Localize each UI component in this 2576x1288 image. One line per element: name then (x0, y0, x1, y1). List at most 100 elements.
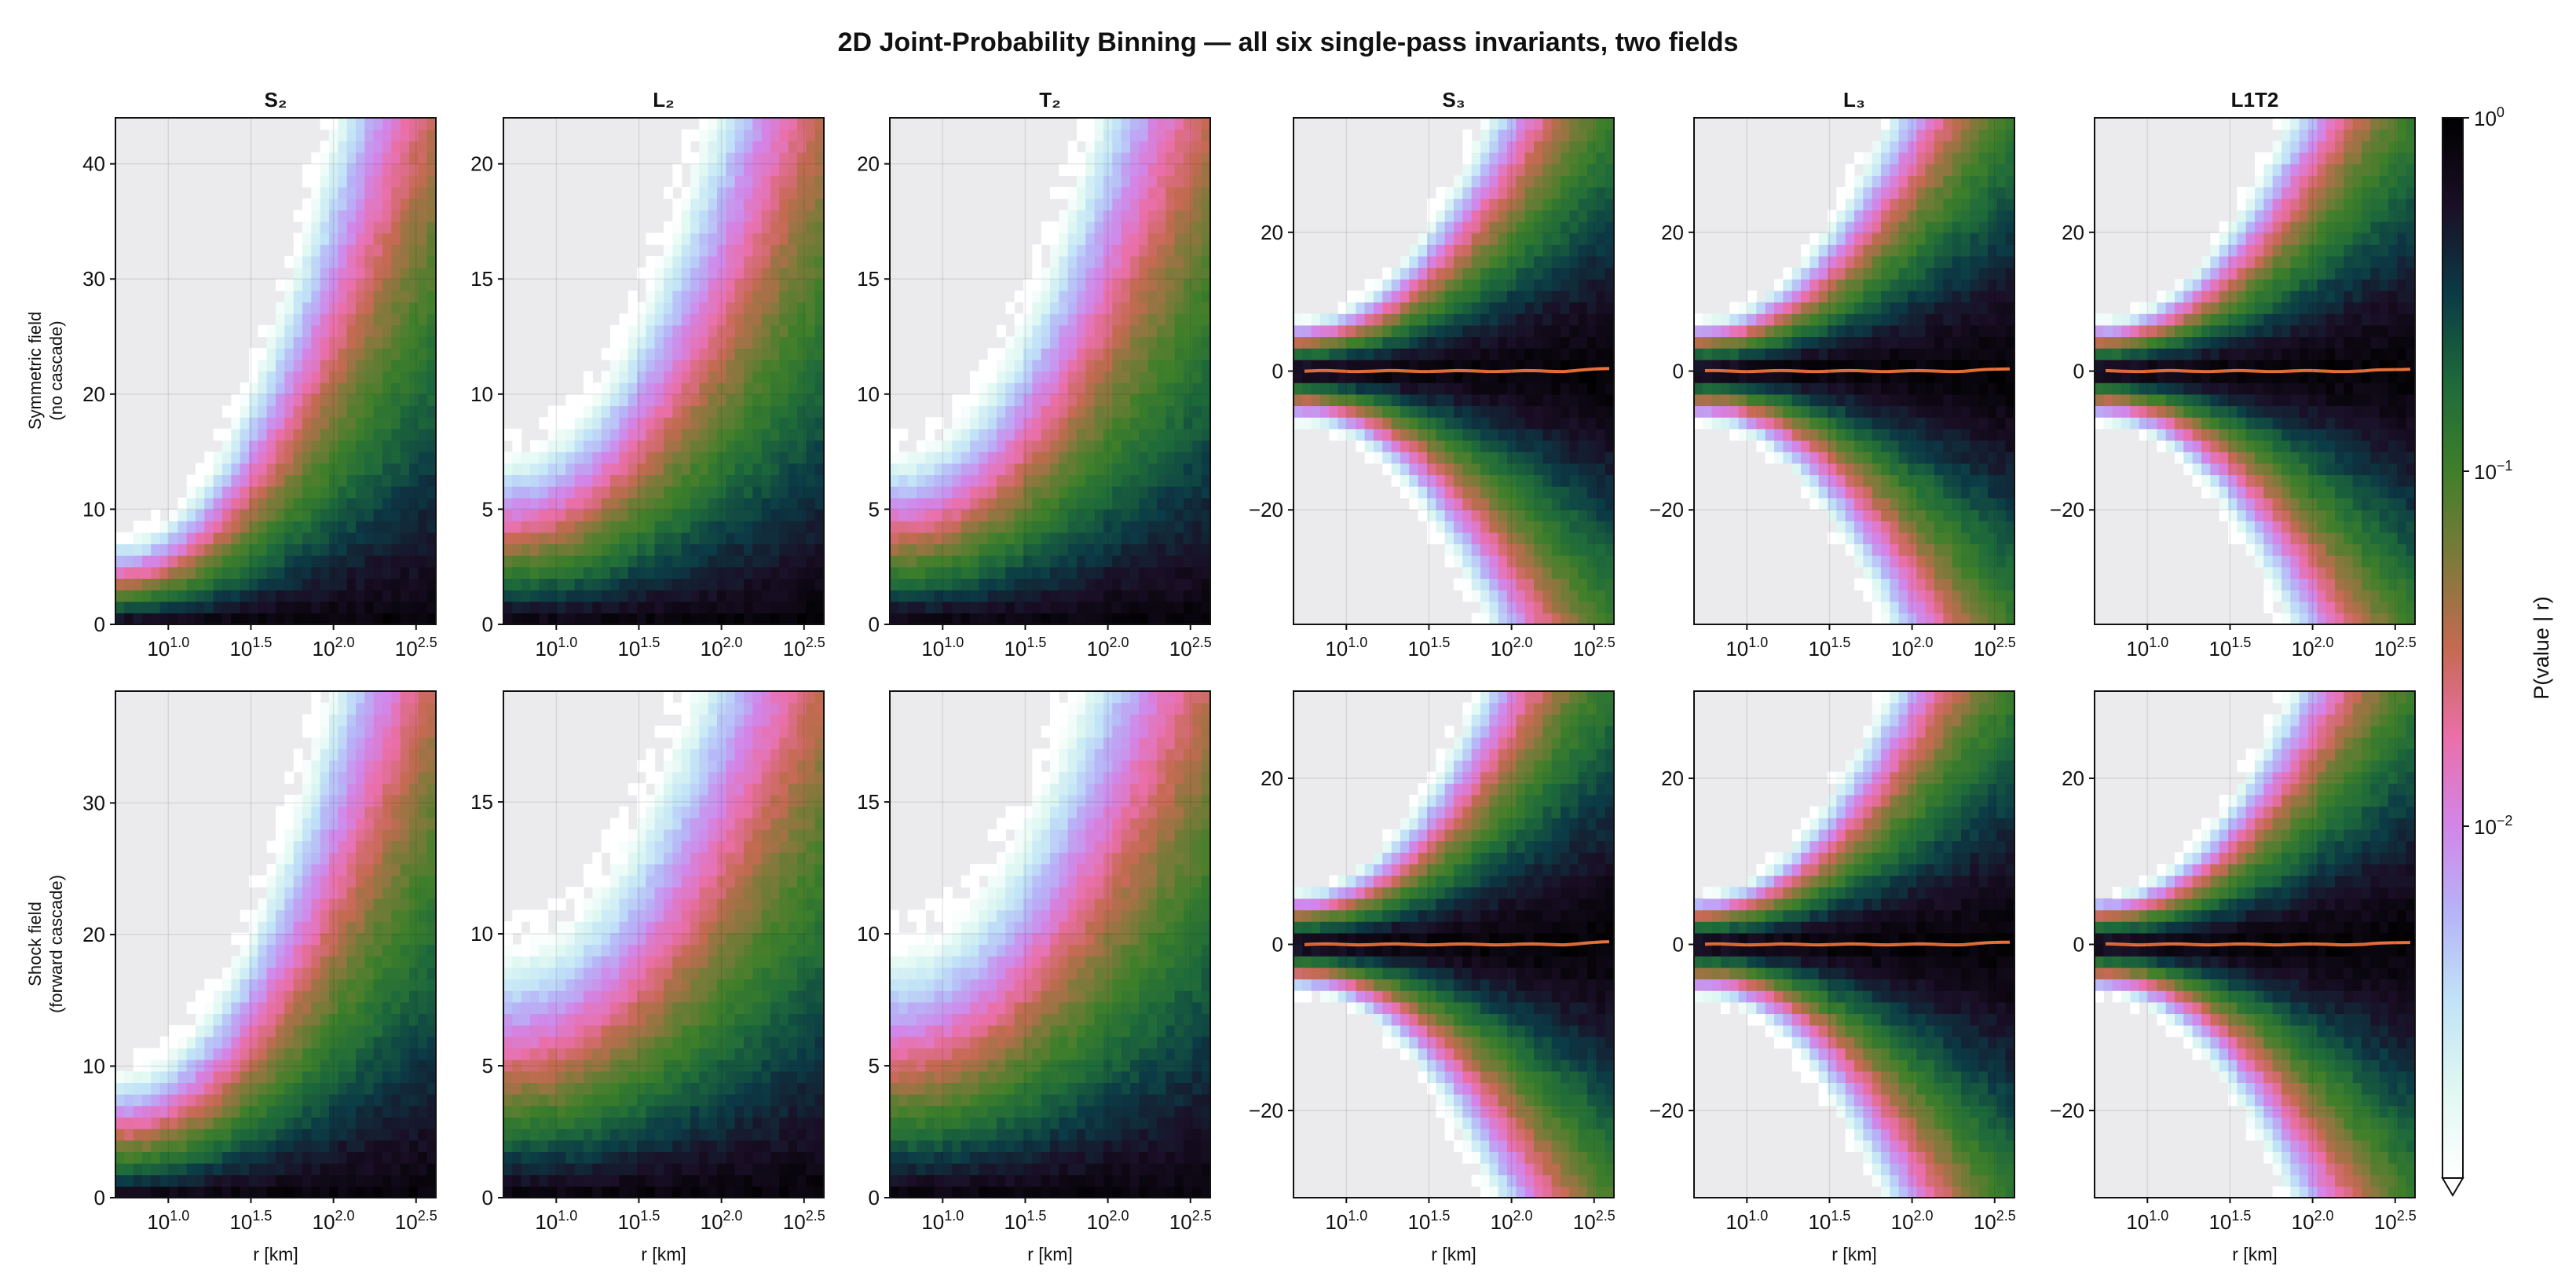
heatmap-cell (329, 521, 338, 533)
heatmap-cell (1444, 198, 1454, 210)
heatmap-cell (770, 578, 780, 591)
heatmap-cell (1041, 452, 1051, 464)
heatmap-cell (222, 452, 232, 464)
heatmap-cell (1596, 566, 1606, 579)
heatmap-cell (1356, 290, 1366, 303)
heatmap-cell (222, 578, 232, 591)
heatmap-cell (1147, 521, 1158, 533)
heatmap-cell (1863, 532, 1873, 544)
heatmap-cell (1157, 118, 1166, 130)
heatmap-cell (797, 566, 807, 579)
heatmap-cell (266, 417, 276, 430)
heatmap-cell (293, 279, 303, 291)
heatmap-cell (231, 555, 241, 568)
heatmap-cell (512, 463, 522, 476)
heatmap-cell (1863, 566, 1873, 579)
heatmap-cell (1561, 244, 1570, 257)
heatmap-cell (917, 452, 926, 464)
heatmap-cell (503, 509, 513, 521)
heatmap-cell (293, 267, 303, 280)
heatmap-cell (409, 141, 419, 153)
heatmap-cell (997, 348, 1006, 360)
heatmap-cell (530, 601, 540, 613)
heatmap-cell (1578, 440, 1588, 452)
heatmap-cell (1067, 348, 1078, 360)
heatmap-cell (1462, 221, 1473, 234)
heatmap-cell (364, 163, 375, 176)
heatmap-cell (898, 463, 909, 476)
heatmap-cell (1077, 521, 1086, 533)
heatmap-cell (1130, 509, 1140, 521)
heatmap-cell (1374, 417, 1383, 430)
heatmap-cell (1050, 359, 1059, 372)
heatmap-cell (1516, 532, 1526, 544)
heatmap-cell (1192, 497, 1202, 510)
heatmap-cell (1121, 521, 1131, 533)
heatmap-cell (1347, 313, 1356, 326)
heatmap-cell (311, 313, 321, 326)
heatmap-cell (1524, 509, 1535, 521)
heatmap-cell (1694, 371, 1703, 383)
heatmap-cell (1480, 474, 1490, 487)
heatmap-cell (1863, 324, 1873, 338)
heatmap-cell (797, 336, 807, 349)
heatmap-cell (320, 141, 330, 153)
heatmap-cell (382, 118, 392, 130)
heatmap-cell (1596, 302, 1606, 314)
heatmap-cell (592, 382, 602, 395)
heatmap-cell (302, 543, 312, 556)
heatmap-cell (1165, 279, 1176, 291)
heatmap-cell (409, 267, 419, 280)
heatmap-cell (1364, 348, 1374, 360)
heatmap-cell (1364, 290, 1374, 303)
heatmap-cell (1471, 221, 1481, 234)
heatmap-cell (1032, 566, 1042, 579)
heatmap-cell (1067, 232, 1078, 245)
heatmap-cell (997, 590, 1006, 602)
heatmap-cell (1032, 371, 1042, 383)
heatmap-cell (311, 175, 321, 188)
heatmap-cell (628, 371, 638, 383)
heatmap-cell (672, 267, 682, 280)
heatmap-cell (346, 336, 357, 349)
heatmap-cell (779, 486, 789, 499)
heatmap-cell (1507, 267, 1517, 280)
heatmap-cell (503, 601, 513, 613)
heatmap-cell (409, 509, 419, 521)
heatmap-cell (788, 186, 798, 199)
heatmap-cell (1418, 428, 1428, 441)
heatmap-cell (426, 566, 436, 579)
heatmap-cell (293, 302, 303, 314)
heatmap-cell (302, 417, 312, 430)
heatmap-cell (311, 302, 321, 314)
heatmap-cell (1184, 348, 1193, 360)
heatmap-cell (258, 371, 268, 383)
heatmap-cell (1059, 452, 1069, 464)
heatmap-cell (806, 371, 816, 383)
heatmap-cell (557, 578, 566, 591)
heatmap-cell (1454, 440, 1463, 452)
heatmap-cell (1578, 163, 1588, 176)
heatmap-cell (1391, 302, 1401, 314)
heatmap-cell (1103, 393, 1113, 407)
heatmap-cell (770, 590, 780, 602)
heatmap-cell (1201, 244, 1210, 257)
heatmap-cell (258, 463, 268, 476)
heatmap-cell (1409, 267, 1419, 280)
heatmap-cell (293, 417, 303, 430)
heatmap-cell (1471, 613, 1481, 624)
heatmap-cell (1524, 175, 1535, 188)
heatmap-cell (169, 590, 178, 602)
heatmap-cell (409, 290, 419, 303)
heatmap-cell (1756, 324, 1766, 338)
heatmap-cell (1551, 313, 1561, 326)
heatmap-cell (734, 232, 745, 245)
heatmap-cell (400, 532, 410, 544)
heatmap-cell (1881, 509, 1890, 521)
heatmap-cell (1587, 417, 1597, 430)
heatmap-cell (761, 302, 771, 314)
heatmap-cell (1809, 382, 1820, 395)
heatmap-cell (1427, 371, 1436, 383)
heatmap-cell (204, 566, 214, 579)
